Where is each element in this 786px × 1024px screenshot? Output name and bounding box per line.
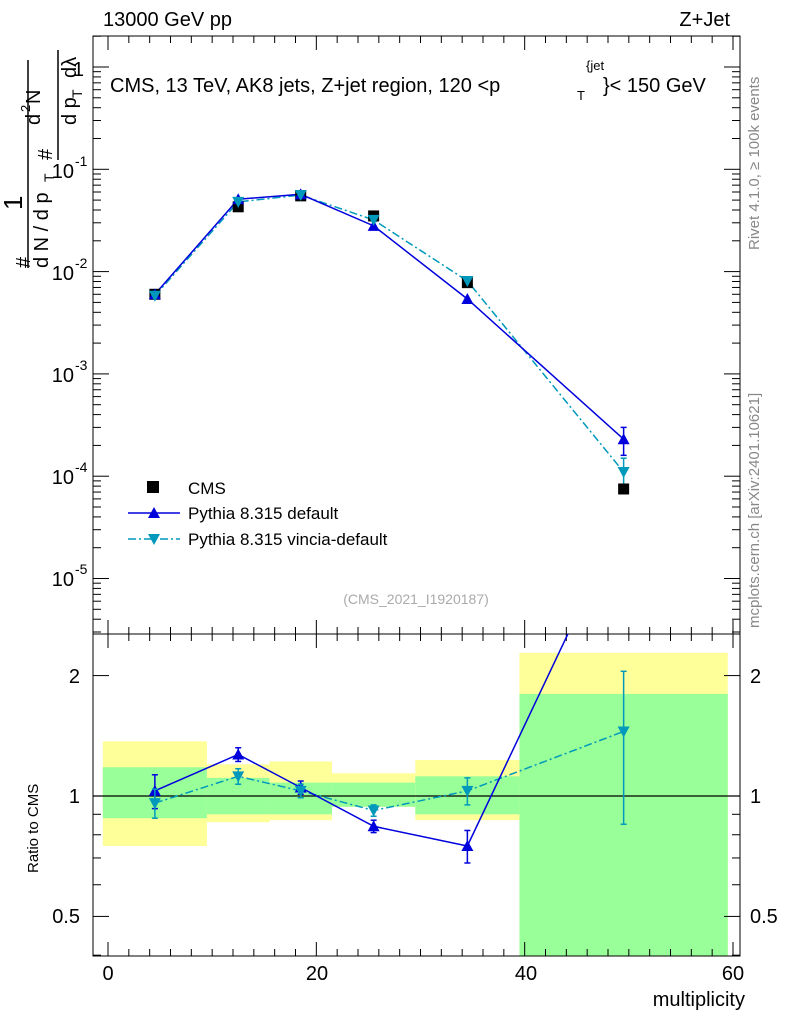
xtick-label: 20 <box>306 963 328 985</box>
ylabel-right-num-tail: N <box>23 90 45 104</box>
pythia-vincia-point <box>367 214 380 226</box>
ylabel-hash-2: # <box>35 148 57 160</box>
pythia-default-point <box>461 292 474 304</box>
legend-label-vincia: Pythia 8.315 vincia-default <box>188 530 388 549</box>
pythia-vincia-point <box>294 190 307 202</box>
ratio-point-default <box>232 748 245 760</box>
plot-title-sub: T <box>577 88 585 103</box>
legend-label-default: Pythia 8.315 default <box>188 504 339 523</box>
ytick-label-exp: -3 <box>75 357 88 373</box>
cms-point <box>618 483 630 495</box>
xtick-label: 0 <box>102 963 113 985</box>
ytick-label-exp: -4 <box>75 459 88 475</box>
main-ylabel: # 1 d N / d p T # d 2 N d p T dλ <box>0 50 85 268</box>
ratio-point-vincia <box>367 805 380 817</box>
ratio-point-default <box>367 820 380 832</box>
ytick-label-base: 10 <box>52 365 74 387</box>
ratio-ytick-labels: 2 1 0.5 2 1 0.5 <box>52 666 778 928</box>
ratio-frame <box>92 633 741 957</box>
legend-marker-vincia <box>148 534 160 545</box>
x-axis-title: multiplicity <box>653 989 745 1011</box>
rivet-label: Rivet 4.1.0, ≥ 100k events <box>746 77 763 250</box>
ratio-point-vincia <box>232 771 245 783</box>
ylabel-right-den: d p <box>59 97 81 125</box>
pythia-vincia-point <box>232 196 245 208</box>
ratio-data <box>93 510 740 864</box>
main-data <box>148 188 630 495</box>
ratio-point-vincia <box>461 785 474 797</box>
pythia-default-point <box>617 433 630 445</box>
ylabel-hash: # <box>13 256 35 268</box>
plot-title-sup: {jet <box>586 58 604 73</box>
pythia-vincia-point <box>148 290 161 302</box>
legend-marker-cms <box>147 481 159 493</box>
main-ytick-labels: 1 10 -1 10 -2 10 -3 10 -4 10 -5 <box>52 59 88 591</box>
ytick-label-exp: -5 <box>75 561 88 577</box>
ratio-ytick-left: 2 <box>69 666 80 688</box>
ylabel-den-sub: T <box>41 173 57 182</box>
ratio-ylabel: Ratio to CMS <box>25 784 42 873</box>
header-right: Z+Jet <box>679 9 730 31</box>
ytick-label-exp: -2 <box>75 255 88 271</box>
ytick-label-base: 10 <box>52 569 74 591</box>
ratio-ytick-left: 0.5 <box>52 906 80 928</box>
ratio-point-default <box>461 839 474 851</box>
axis-ticks <box>93 35 740 956</box>
ytick-label-base: 10 <box>52 467 74 489</box>
ylabel-numerator: 1 <box>0 196 28 210</box>
ytick-label-base: 10 <box>52 263 74 285</box>
plot-title: CMS, 13 TeV, AK8 jets, Z+jet region, 120… <box>110 58 707 103</box>
ratio-ytick-right: 1 <box>750 786 761 808</box>
ylabel-right-den-sub: T <box>69 89 85 98</box>
ratio-point-vincia <box>294 785 307 797</box>
ylabel-right-den-tail: dλ <box>59 57 81 78</box>
header-left: 13000 GeV pp <box>103 9 232 31</box>
ytick-label-1: 1 <box>73 59 84 81</box>
ytick-label-base: 10 <box>52 161 74 183</box>
pythia-vincia-point <box>461 275 474 287</box>
ratio-line-default <box>154 634 569 847</box>
ratio-point-default <box>618 510 630 521</box>
series-line-vincia <box>154 194 625 473</box>
mcplots-label: mcplots.cern.ch [arXiv:2401.10621] <box>746 393 763 628</box>
plot-title-main: CMS, 13 TeV, AK8 jets, Z+jet region, 120… <box>110 75 500 97</box>
series-line-default <box>154 193 625 440</box>
legend: CMS Pythia 8.315 default Pythia 8.315 vi… <box>128 479 388 549</box>
xtick-label: 40 <box>515 963 537 985</box>
ratio-ytick-right: 2 <box>750 666 761 688</box>
ylabel-denominator: d N / d p <box>31 192 53 268</box>
analysis-id: (CMS_2021_I1920187) <box>343 591 489 607</box>
pythia-vincia-point <box>617 466 630 478</box>
plot-title-tail: }< 150 GeV <box>603 75 707 97</box>
xtick-label: 60 <box>722 963 744 985</box>
legend-label-cms: CMS <box>188 479 226 498</box>
ytick-label-exp: -1 <box>75 153 88 169</box>
ratio-ytick-left: 1 <box>69 786 80 808</box>
xtick-labels: 0 20 40 60 <box>102 963 744 985</box>
ylabel-right-num-sup: 2 <box>18 105 33 112</box>
ratio-point-vincia <box>617 726 630 738</box>
ratio-point-vincia <box>148 798 161 810</box>
ratio-ytick-right: 0.5 <box>750 906 778 928</box>
ratio-bands <box>102 652 728 956</box>
legend-marker-default <box>148 507 160 518</box>
ylabel-right-num: d <box>23 114 45 125</box>
